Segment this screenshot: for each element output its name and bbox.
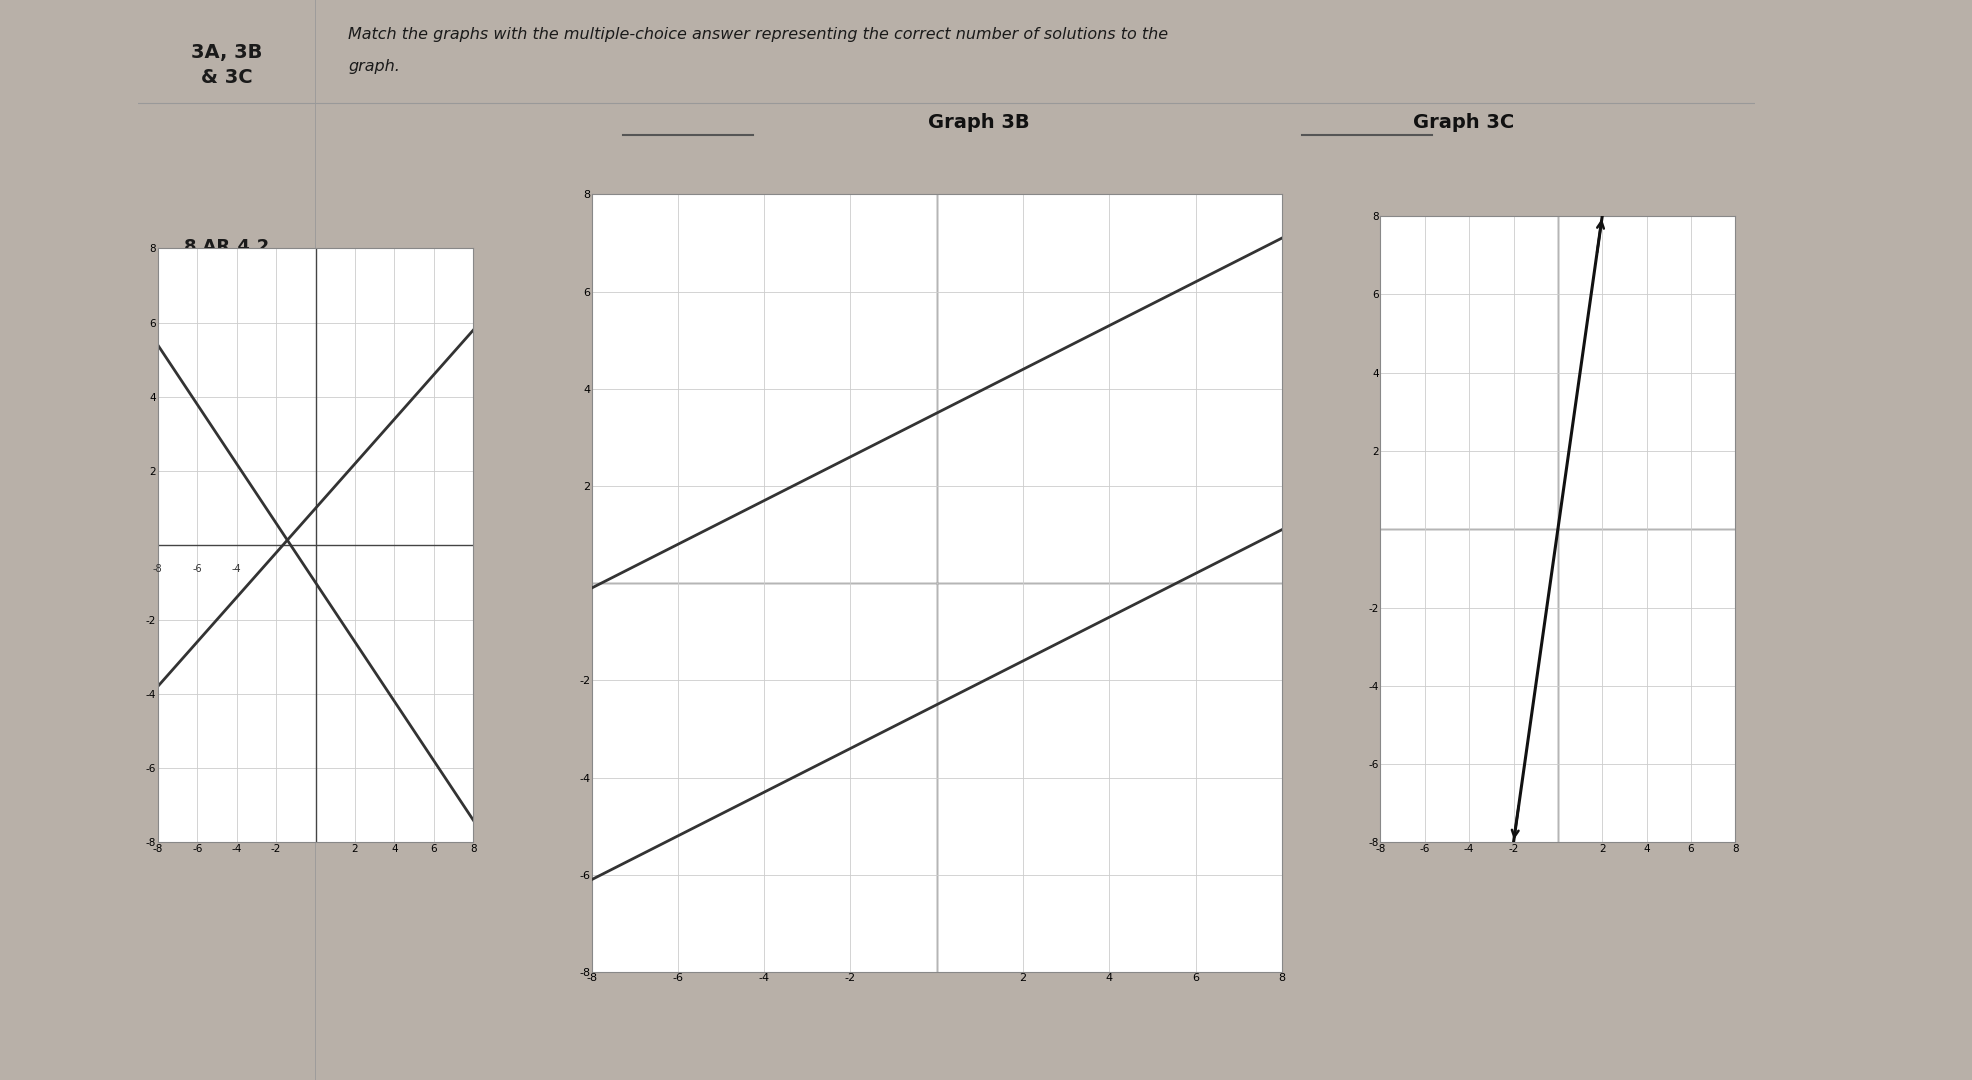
Text: C.  One solu: C. One solu xyxy=(365,713,473,731)
Text: Graph 3B: Graph 3B xyxy=(929,113,1029,133)
Text: -8: -8 xyxy=(154,564,162,573)
Text: Match the graphs with the multiple-choice answer representing the correct number: Match the graphs with the multiple-choic… xyxy=(349,27,1167,42)
Text: -4: -4 xyxy=(233,564,241,573)
Text: B.  No solu: B. No solu xyxy=(365,626,461,645)
Text: graph.: graph. xyxy=(349,59,400,75)
Text: A.  Two Sol: A. Two Sol xyxy=(365,540,461,558)
Text: D.  Infinitely: D. Infinitely xyxy=(365,799,473,818)
Text: -6: -6 xyxy=(193,564,201,573)
Text: 8.AR.4.2: 8.AR.4.2 xyxy=(183,238,270,256)
Text: Graph 3C: Graph 3C xyxy=(1414,113,1514,133)
Text: 3A, 3B
& 3C: 3A, 3B & 3C xyxy=(191,43,262,87)
